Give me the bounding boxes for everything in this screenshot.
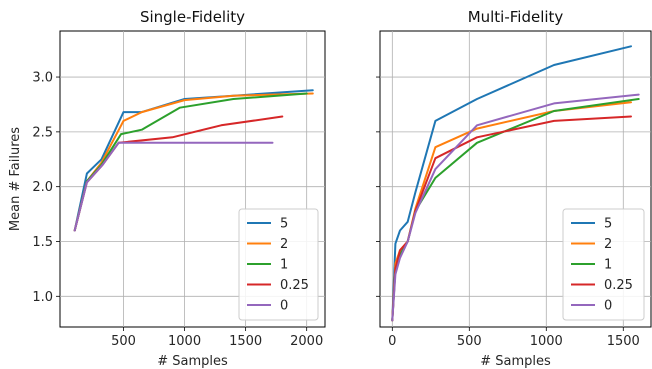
multi-fidelity-legend: 5 2 1 0.25 0 (562, 208, 645, 321)
single-fidelity-y-axis-title: Mean # Failures (8, 127, 23, 231)
single-fidelity-x-axis-title: # Samples (157, 354, 228, 369)
y-tick-label: 3.0 (32, 71, 53, 86)
legend-label-5: 5 (604, 217, 612, 232)
x-tick-label: 0 (388, 334, 396, 349)
legend-label-0.25: 0.25 (280, 278, 309, 293)
legend-label-5: 5 (280, 217, 288, 232)
single-fidelity-legend: 5 2 1 0.25 0 (238, 208, 319, 321)
y-tick-label: 1.5 (32, 235, 53, 250)
multi-fidelity-title: Multi-Fidelity (468, 8, 564, 26)
legend-box (238, 208, 319, 321)
y-tick-label: 2.0 (32, 180, 53, 195)
x-tick-label: 500 (111, 334, 136, 349)
legend-label-2: 2 (280, 237, 288, 252)
x-tick-label: 2000 (290, 334, 323, 349)
y-tick-label: 2.5 (32, 125, 53, 140)
legend-label-1: 1 (604, 258, 612, 273)
x-tick-label: 1500 (229, 334, 262, 349)
x-tick-label: 1000 (530, 334, 563, 349)
x-tick-label: 1000 (168, 334, 201, 349)
legend-label-0: 0 (604, 299, 612, 314)
single-fidelity-series (73, 89, 314, 232)
multi-fidelity-ticks: 0 500 1000 1500 (376, 76, 640, 349)
legend-label-2: 2 (604, 237, 612, 252)
series-line-0 (73, 141, 274, 232)
series-line-5 (391, 45, 632, 322)
legend-box (562, 208, 645, 321)
multi-fidelity-panel: Multi-Fidelity # Samples 0 500 1000 1500 5 2… (376, 8, 652, 369)
single-fidelity-panel: Single-Fidelity # Samples Mean # Failure… (8, 8, 326, 369)
series-line-0 (391, 93, 640, 322)
legend-label-0.25: 0.25 (604, 278, 633, 293)
single-fidelity-title: Single-Fidelity (140, 8, 245, 26)
multi-fidelity-series (391, 45, 640, 322)
single-fidelity-ticks: 500 1000 1500 2000 1.0 1.5 2.0 2.5 3.0 (32, 71, 323, 349)
legend-label-0: 0 (280, 299, 288, 314)
legend-label-1: 1 (280, 258, 288, 273)
y-tick-label: 1.0 (32, 290, 53, 305)
x-tick-label: 1500 (607, 334, 640, 349)
multi-fidelity-x-axis-title: # Samples (480, 354, 551, 369)
x-tick-label: 500 (457, 334, 482, 349)
